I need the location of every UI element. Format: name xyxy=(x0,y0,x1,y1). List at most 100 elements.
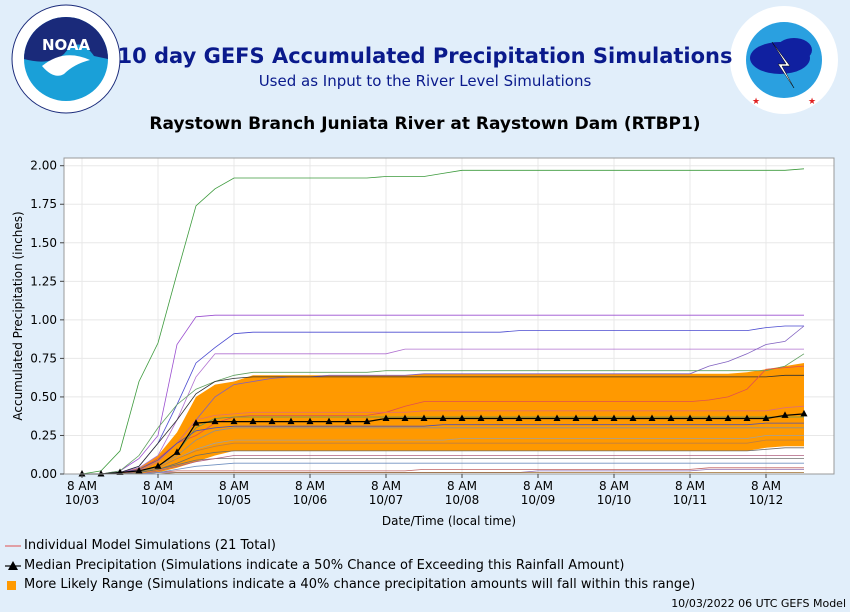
median-marker xyxy=(344,417,352,425)
median-marker xyxy=(610,414,618,422)
median-marker xyxy=(230,417,238,425)
svg-text:★: ★ xyxy=(752,97,760,107)
median-marker xyxy=(363,417,371,425)
x-tick-label: 10/06 xyxy=(293,493,328,507)
median-marker xyxy=(724,414,732,422)
legend-range: More Likely Range (Simulations indicate … xyxy=(4,577,695,592)
median-marker xyxy=(382,414,390,422)
legend-median-swatch xyxy=(5,560,21,570)
member-line-13 xyxy=(82,467,804,475)
noaa-logo: NOAA xyxy=(11,4,121,114)
median-marker xyxy=(686,414,694,422)
legend-individual-swatch xyxy=(5,545,21,546)
x-tick-label: 8 AM xyxy=(675,479,705,493)
member-line-8 xyxy=(82,365,805,475)
member-line-6 xyxy=(82,353,805,475)
median-marker xyxy=(496,414,504,422)
member-line-18 xyxy=(82,447,804,475)
x-tick-label: 8 AM xyxy=(295,479,325,493)
member-line-5 xyxy=(82,325,805,475)
median-marker xyxy=(800,409,808,417)
x-tick-label: 10/03 xyxy=(65,493,100,507)
median-marker xyxy=(743,414,751,422)
x-tick-label: 8 AM xyxy=(447,479,477,493)
median-marker xyxy=(553,414,561,422)
x-tick-label: 10/04 xyxy=(141,493,176,507)
member-line-1 xyxy=(81,168,805,475)
legend-range-swatch xyxy=(7,580,16,590)
y-tick-label: 1.25 xyxy=(30,274,57,288)
median-marker xyxy=(154,462,162,469)
median-marker xyxy=(249,417,257,425)
nws-logo: ★ ★ xyxy=(730,6,838,114)
median-marker xyxy=(534,414,542,422)
y-tick-label: 1.50 xyxy=(30,236,57,250)
median-marker xyxy=(116,468,124,475)
svg-text:★: ★ xyxy=(808,97,816,107)
median-marker xyxy=(591,414,599,422)
member-line-17 xyxy=(82,439,804,475)
member-line-3 xyxy=(82,325,804,475)
median-marker xyxy=(762,414,770,422)
member-line-2 xyxy=(82,314,804,475)
median-marker xyxy=(306,417,314,425)
plot-frame xyxy=(63,157,835,475)
x-tick-label: 8 AM xyxy=(371,479,401,493)
x-tick-label: 10/07 xyxy=(369,493,404,507)
y-tick-label: 0.00 xyxy=(30,467,57,481)
x-tick-label: 10/10 xyxy=(597,493,632,507)
y-tick-label: 0.25 xyxy=(30,428,57,442)
median-marker xyxy=(325,417,333,425)
median-marker xyxy=(439,414,447,422)
median-marker xyxy=(781,411,789,418)
precipitation-chart: 0.00 0.25 0.50 0.75 1.00 1.25 1.50 1.75 2.00 8 AM… xyxy=(11,157,835,528)
location-title: Raystown Branch Juniata River at Raystow… xyxy=(149,114,701,134)
median-marker xyxy=(477,414,485,422)
median-marker xyxy=(268,417,276,425)
x-tick-label: 8 AM xyxy=(143,479,173,493)
median-marker xyxy=(173,448,181,455)
y-tick-label: 1.75 xyxy=(30,197,57,211)
legend-median: Median Precipitation (Simulations indica… xyxy=(4,558,624,573)
x-tick-label: 8 AM xyxy=(751,479,781,493)
member-line-11 xyxy=(82,435,804,475)
model-footer: 10/03/2022 06 UTC GEFS Model xyxy=(671,597,846,610)
member-line-16 xyxy=(82,422,804,475)
x-tick-label: 10/08 xyxy=(445,493,480,507)
x-axis-label: Date/Time (local time) xyxy=(382,514,516,528)
median-marker xyxy=(629,414,637,422)
y-tick-label: 2.00 xyxy=(30,159,57,173)
member-line-20 xyxy=(82,462,804,475)
x-tick-label: 10/12 xyxy=(749,493,784,507)
noaa-logo-text: NOAA xyxy=(42,36,91,54)
median-marker xyxy=(458,414,466,422)
x-tick-label: 10/11 xyxy=(673,493,708,507)
x-tick-label: 10/09 xyxy=(521,493,556,507)
median-marker xyxy=(667,414,675,422)
x-tick-label: 8 AM xyxy=(219,479,249,493)
legend-individual-label: Individual Model Simulations (21 Total) xyxy=(24,538,276,553)
member-line-19 xyxy=(82,455,804,475)
median-marker xyxy=(401,414,409,422)
member-line-4 xyxy=(82,348,804,475)
median-marker xyxy=(648,414,656,422)
member-line-12 xyxy=(82,458,804,475)
y-tick-label: 0.50 xyxy=(30,390,57,404)
member-line-7 xyxy=(82,374,804,475)
median-marker xyxy=(287,417,295,425)
median-marker xyxy=(705,414,713,422)
y-tick-label: 0.75 xyxy=(30,351,57,365)
median-marker xyxy=(572,414,580,422)
median-marker xyxy=(192,419,200,426)
median-marker xyxy=(135,466,143,474)
median-marker xyxy=(97,470,105,477)
legend-range-label: More Likely Range (Simulations indicate … xyxy=(24,577,696,592)
median-marker xyxy=(420,414,428,422)
member-line-10 xyxy=(82,427,804,475)
x-tick-label: 8 AM xyxy=(523,479,553,493)
member-line-21 xyxy=(82,472,804,475)
y-axis-label: Accumulated Precipitation (inches) xyxy=(11,211,25,420)
page-subtitle: Used as Input to the River Level Simulat… xyxy=(258,72,592,90)
member-line-9 xyxy=(82,405,805,475)
legend-individual: Individual Model Simulations (21 Total) xyxy=(4,538,276,553)
